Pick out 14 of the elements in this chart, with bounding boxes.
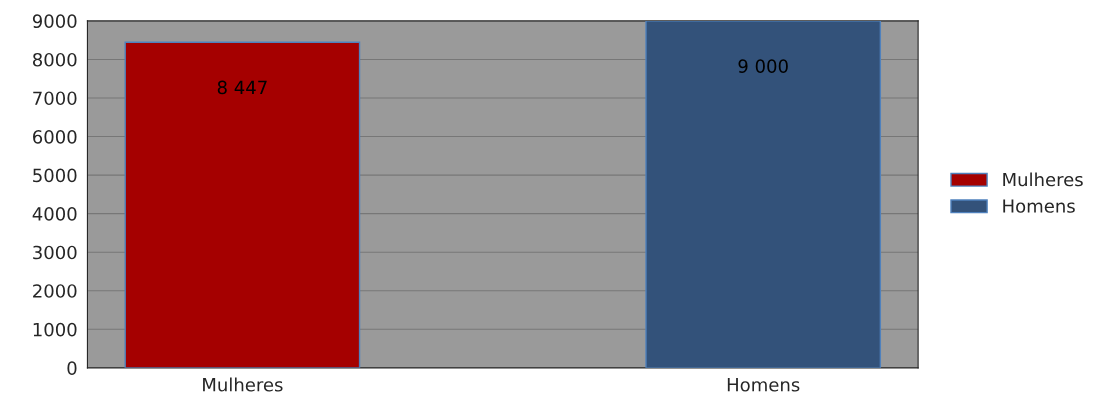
y-tick-label: 6000 xyxy=(33,130,77,144)
y-tick-label: 7000 xyxy=(33,91,77,106)
y-tick-label: 2000 xyxy=(33,284,77,298)
y-tick-label: 3000 xyxy=(33,245,77,260)
legend-label: Homens xyxy=(1003,199,1075,213)
legend-label: Mulheres xyxy=(1003,172,1083,187)
y-tick-label: 9000 xyxy=(32,14,77,29)
y-tick-label: 4000 xyxy=(32,207,77,221)
y-tick-label: 0 xyxy=(67,361,77,375)
y-tick-label: 8000 xyxy=(32,52,77,67)
y-tick-label: 5000 xyxy=(33,168,77,183)
data-label: 8 447 xyxy=(217,80,267,95)
y-tick-label: 1000 xyxy=(33,322,77,337)
data-label: 9 000 xyxy=(738,59,788,73)
